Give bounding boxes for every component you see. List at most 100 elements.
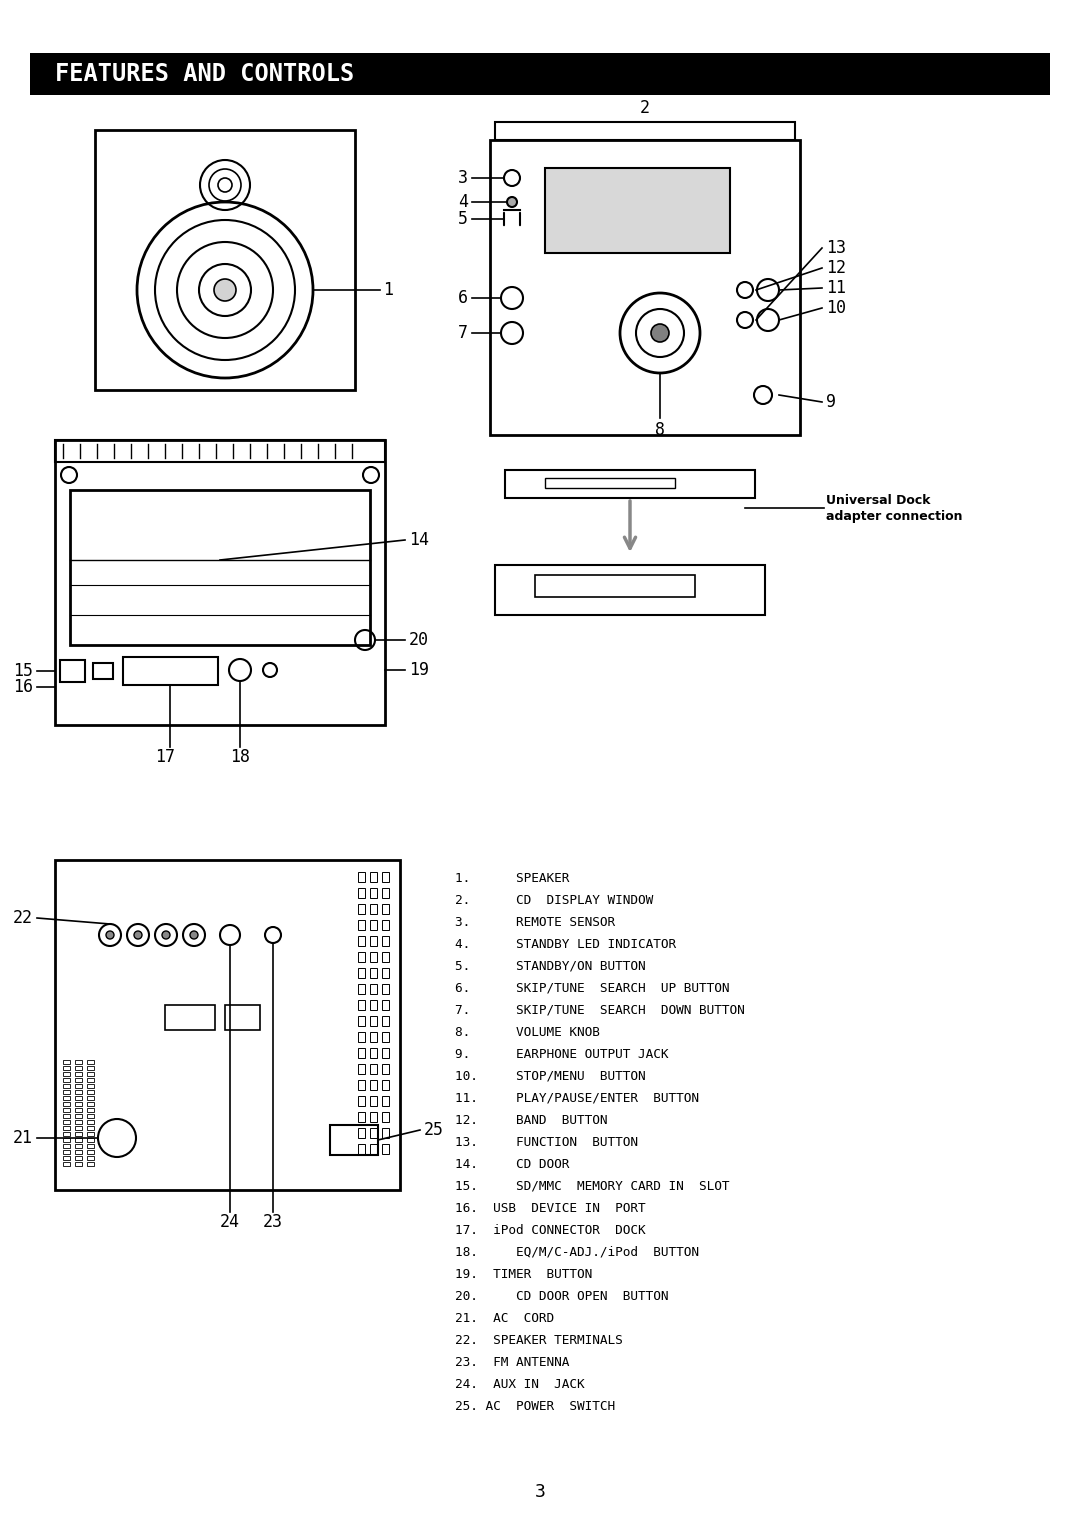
- Bar: [382, 921, 389, 930]
- Bar: [382, 1033, 389, 1042]
- Text: 17.  iPod CONNECTOR  DOCK: 17. iPod CONNECTOR DOCK: [455, 1224, 646, 1236]
- Text: 23: 23: [264, 1213, 283, 1232]
- Bar: [63, 1157, 70, 1160]
- Text: adapter connection: adapter connection: [826, 510, 962, 522]
- Bar: [357, 904, 365, 915]
- Bar: [382, 1144, 389, 1154]
- Bar: [75, 1157, 82, 1160]
- Bar: [545, 169, 730, 253]
- Bar: [63, 1132, 70, 1137]
- Bar: [75, 1132, 82, 1137]
- Bar: [87, 1132, 94, 1137]
- Bar: [382, 951, 389, 962]
- Bar: [75, 1138, 82, 1141]
- Text: 19.  TIMER  BUTTON: 19. TIMER BUTTON: [455, 1267, 592, 1281]
- Bar: [55, 859, 400, 1190]
- Bar: [370, 1080, 377, 1089]
- Bar: [70, 490, 370, 645]
- Bar: [370, 904, 377, 915]
- Bar: [505, 470, 755, 498]
- Text: 21.  AC  CORD: 21. AC CORD: [455, 1311, 554, 1325]
- Bar: [87, 1089, 94, 1094]
- Bar: [357, 872, 365, 882]
- Bar: [75, 1120, 82, 1124]
- Text: 1: 1: [383, 280, 393, 299]
- Text: 4: 4: [458, 193, 468, 211]
- Text: 18.     EQ/M/C-ADJ./iPod  BUTTON: 18. EQ/M/C-ADJ./iPod BUTTON: [455, 1246, 699, 1258]
- Bar: [370, 1033, 377, 1042]
- Bar: [75, 1161, 82, 1166]
- Bar: [75, 1108, 82, 1112]
- Text: 23.  FM ANTENNA: 23. FM ANTENNA: [455, 1356, 569, 1368]
- Text: 6.      SKIP/TUNE  SEARCH  UP BUTTON: 6. SKIP/TUNE SEARCH UP BUTTON: [455, 982, 729, 994]
- Bar: [75, 1095, 82, 1100]
- Text: 22.  SPEAKER TERMINALS: 22. SPEAKER TERMINALS: [455, 1333, 623, 1347]
- Bar: [370, 1000, 377, 1010]
- Bar: [370, 889, 377, 898]
- Bar: [382, 1000, 389, 1010]
- Bar: [63, 1079, 70, 1082]
- Text: 12.     BAND  BUTTON: 12. BAND BUTTON: [455, 1114, 607, 1126]
- Bar: [382, 1095, 389, 1106]
- Bar: [63, 1161, 70, 1166]
- Text: 14.     CD DOOR: 14. CD DOOR: [455, 1158, 569, 1170]
- Bar: [63, 1120, 70, 1124]
- Bar: [30, 54, 1050, 95]
- Bar: [63, 1102, 70, 1106]
- Text: 7: 7: [458, 323, 468, 342]
- Bar: [545, 478, 675, 489]
- Bar: [357, 968, 365, 977]
- Bar: [382, 1016, 389, 1026]
- Bar: [535, 574, 696, 597]
- Bar: [87, 1120, 94, 1124]
- Bar: [370, 1048, 377, 1059]
- Bar: [63, 1072, 70, 1075]
- Bar: [370, 936, 377, 945]
- Text: 17: 17: [156, 748, 175, 766]
- Bar: [55, 440, 384, 463]
- Bar: [357, 1065, 365, 1074]
- Text: 3: 3: [535, 1483, 545, 1501]
- Bar: [370, 872, 377, 882]
- Bar: [357, 1144, 365, 1154]
- Text: 22: 22: [13, 908, 33, 927]
- Bar: [357, 951, 365, 962]
- Text: 15.     SD/MMC  MEMORY CARD IN  SLOT: 15. SD/MMC MEMORY CARD IN SLOT: [455, 1180, 729, 1192]
- Bar: [357, 1128, 365, 1138]
- Bar: [93, 663, 113, 679]
- Text: 5: 5: [458, 210, 468, 228]
- Bar: [382, 968, 389, 977]
- Bar: [75, 1144, 82, 1147]
- Bar: [75, 1060, 82, 1065]
- Bar: [382, 1080, 389, 1089]
- Bar: [370, 1065, 377, 1074]
- Circle shape: [134, 931, 141, 939]
- Bar: [87, 1161, 94, 1166]
- Text: Universal Dock: Universal Dock: [826, 493, 931, 507]
- Text: 3.      REMOTE SENSOR: 3. REMOTE SENSOR: [455, 916, 616, 928]
- Text: 20: 20: [409, 631, 429, 650]
- Text: 3: 3: [458, 169, 468, 187]
- Text: 9.      EARPHONE OUTPUT JACK: 9. EARPHONE OUTPUT JACK: [455, 1048, 669, 1060]
- Text: 18: 18: [230, 748, 249, 766]
- Text: 11.     PLAY/PAUSE/ENTER  BUTTON: 11. PLAY/PAUSE/ENTER BUTTON: [455, 1091, 699, 1105]
- Text: 13: 13: [826, 239, 846, 257]
- Bar: [75, 1102, 82, 1106]
- Bar: [63, 1060, 70, 1065]
- Bar: [357, 889, 365, 898]
- Bar: [370, 1128, 377, 1138]
- Bar: [165, 1005, 215, 1030]
- Text: 16.  USB  DEVICE IN  PORT: 16. USB DEVICE IN PORT: [455, 1201, 646, 1215]
- Bar: [63, 1089, 70, 1094]
- Bar: [382, 1112, 389, 1121]
- Bar: [87, 1144, 94, 1147]
- Bar: [370, 1016, 377, 1026]
- Bar: [370, 921, 377, 930]
- Bar: [87, 1079, 94, 1082]
- Bar: [63, 1126, 70, 1131]
- Bar: [382, 936, 389, 945]
- Bar: [75, 1072, 82, 1075]
- Bar: [63, 1114, 70, 1118]
- Bar: [63, 1085, 70, 1088]
- Text: 25: 25: [424, 1121, 444, 1138]
